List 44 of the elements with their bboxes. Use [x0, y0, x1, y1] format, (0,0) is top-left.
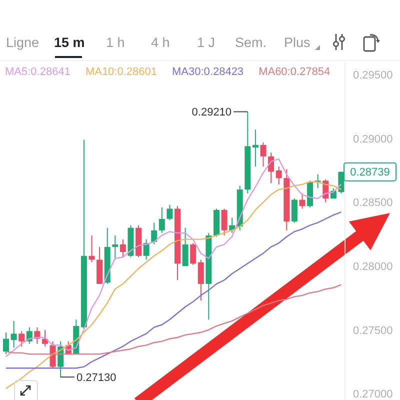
candlestick	[221, 208, 228, 236]
candlestick	[299, 192, 306, 210]
candlestick	[88, 234, 95, 263]
candlestick	[143, 238, 150, 260]
candlestick	[314, 174, 321, 189]
y-tick-label: 0.28000	[353, 260, 393, 273]
annotation: 0.29210	[192, 106, 232, 119]
candlestick	[112, 234, 118, 260]
candlestick	[34, 326, 40, 344]
candlestick	[276, 166, 282, 185]
candlestick	[198, 259, 204, 302]
candlestick	[151, 222, 158, 245]
candlestick	[182, 227, 188, 267]
text: Plus	[284, 34, 310, 52]
text: MA10:0.28601	[85, 65, 157, 79]
y-tick-label: 0.29500	[353, 70, 393, 82]
candlestick	[190, 242, 196, 266]
candlestick	[166, 204, 173, 221]
candlestick	[291, 198, 298, 224]
candlestick	[42, 329, 48, 347]
y-tick-label: 0.27500	[353, 324, 393, 337]
y-tick-label: 0.28500	[353, 197, 393, 210]
candlestick	[260, 142, 266, 168]
candlestick	[26, 326, 32, 344]
line-series	[5, 212, 342, 369]
text: 4 h	[151, 34, 170, 52]
text: 0.28739	[350, 166, 390, 179]
text: MA30:0.28423	[172, 65, 244, 79]
text: 1 J	[197, 34, 216, 52]
text: MA5:0.28641	[5, 65, 70, 79]
annotation: 0.27130	[76, 372, 116, 384]
candlestick	[120, 238, 126, 258]
text: Sem.	[235, 34, 267, 52]
y-tick-label: 0.29000	[353, 133, 393, 146]
text: 1 h	[106, 34, 125, 52]
candlestick	[252, 129, 258, 168]
text: Ligne	[6, 34, 40, 52]
text: 15 m	[54, 34, 85, 52]
y-tick-label: 0.27000	[353, 388, 393, 400]
candlestick	[3, 332, 9, 355]
candlestick	[18, 330, 25, 347]
candlestick	[10, 320, 17, 348]
text: MA60:0.27854	[258, 65, 330, 79]
candlestick	[158, 206, 165, 234]
